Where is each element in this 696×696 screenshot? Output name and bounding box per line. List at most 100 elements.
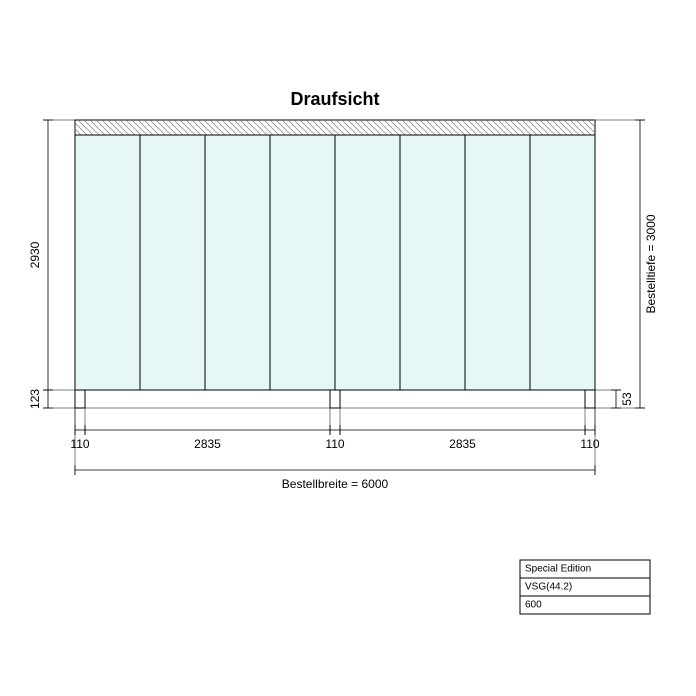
hatch-line xyxy=(498,120,513,135)
drawing-title: Draufsicht xyxy=(290,89,379,109)
hatch-line xyxy=(474,120,489,135)
hatch-line xyxy=(75,129,81,135)
hatch-line xyxy=(306,120,321,135)
hatch-line xyxy=(396,120,411,135)
hatch-line xyxy=(390,120,405,135)
hatch-line xyxy=(348,120,363,135)
hatch-line xyxy=(234,120,249,135)
hatch-line xyxy=(510,120,525,135)
dim-label: 2835 xyxy=(449,437,476,451)
hatch-line xyxy=(414,120,429,135)
hatch-line xyxy=(450,120,465,135)
hatch-line xyxy=(150,120,165,135)
hatch-line xyxy=(288,120,303,135)
hatch-line xyxy=(294,120,309,135)
hatch-line xyxy=(354,120,369,135)
dim-label: Bestellbreite = 6000 xyxy=(282,477,389,491)
glass-panel xyxy=(205,135,270,390)
hatch-line xyxy=(462,120,477,135)
hatch-line xyxy=(168,120,183,135)
dim-label: 110 xyxy=(325,437,344,451)
hatch-line xyxy=(216,120,231,135)
info-box-text: Special Edition xyxy=(525,564,591,575)
hatch-line xyxy=(540,120,555,135)
hatch-line xyxy=(444,120,459,135)
hatch-line xyxy=(132,120,147,135)
glass-panel xyxy=(465,135,530,390)
hatch-line xyxy=(126,120,141,135)
hatch-line xyxy=(534,120,549,135)
hatch-line xyxy=(180,120,195,135)
hatch-line xyxy=(330,120,345,135)
hatch-line xyxy=(546,120,561,135)
dim-label: Bestelltiefe = 3000 xyxy=(644,214,658,313)
info-box-text: VSG(44.2) xyxy=(525,582,572,593)
hatch-line xyxy=(102,120,117,135)
hatch-line xyxy=(144,120,159,135)
post xyxy=(330,390,340,408)
hatch-line xyxy=(258,120,273,135)
hatch-line xyxy=(324,120,339,135)
hatch-line xyxy=(228,120,243,135)
hatch-line xyxy=(558,120,573,135)
info-box-text: 600 xyxy=(525,600,542,611)
hatch-line xyxy=(504,120,519,135)
post xyxy=(75,390,85,408)
hatch-line xyxy=(426,120,441,135)
hatch-line xyxy=(366,120,381,135)
hatch-line xyxy=(90,120,105,135)
hatch-line xyxy=(360,120,375,135)
hatch-line xyxy=(198,120,213,135)
hatch-line xyxy=(492,120,507,135)
hatch-line xyxy=(246,120,261,135)
dim-label: 110 xyxy=(70,437,89,451)
hatch-line xyxy=(486,120,501,135)
hatch-line xyxy=(252,120,267,135)
glass-panel xyxy=(75,135,140,390)
hatch-line xyxy=(378,120,393,135)
hatch-line xyxy=(204,120,219,135)
hatch-line xyxy=(84,120,99,135)
hatch-line xyxy=(588,120,595,127)
glass-panel xyxy=(140,135,205,390)
hatch-line xyxy=(240,120,255,135)
hatch-line xyxy=(108,120,123,135)
hatch-line xyxy=(222,120,237,135)
hatch-line xyxy=(576,120,591,135)
hatch-line xyxy=(162,120,177,135)
hatch-line xyxy=(270,120,285,135)
hatch-line xyxy=(342,120,357,135)
glass-panel xyxy=(530,135,595,390)
hatch-line xyxy=(582,120,595,133)
hatch-line xyxy=(120,120,135,135)
hatch-line xyxy=(372,120,387,135)
hatch-line xyxy=(528,120,543,135)
hatch-line xyxy=(432,120,447,135)
hatch-line xyxy=(96,120,111,135)
hatch-line xyxy=(264,120,279,135)
hatch-line xyxy=(570,120,585,135)
hatch-line xyxy=(78,120,93,135)
hatch-line xyxy=(480,120,495,135)
hatch-line xyxy=(564,120,579,135)
dim-label: 53 xyxy=(620,392,634,406)
hatch-line xyxy=(192,120,207,135)
hatch-line xyxy=(456,120,471,135)
hatch-line xyxy=(522,120,537,135)
post xyxy=(585,390,595,408)
hatch-line xyxy=(318,120,333,135)
hatch-line xyxy=(438,120,453,135)
hatch-line xyxy=(276,120,291,135)
hatch-line xyxy=(516,120,531,135)
hatch-line xyxy=(282,120,297,135)
hatch-line xyxy=(156,120,171,135)
hatch-line xyxy=(408,120,423,135)
hatch-line xyxy=(468,120,483,135)
glass-panel xyxy=(400,135,465,390)
hatch-line xyxy=(75,123,87,135)
hatch-line xyxy=(384,120,399,135)
hatch-line xyxy=(174,120,189,135)
dim-label: 2930 xyxy=(28,241,42,268)
hatch-line xyxy=(312,120,327,135)
dim-label: 123 xyxy=(28,389,42,409)
